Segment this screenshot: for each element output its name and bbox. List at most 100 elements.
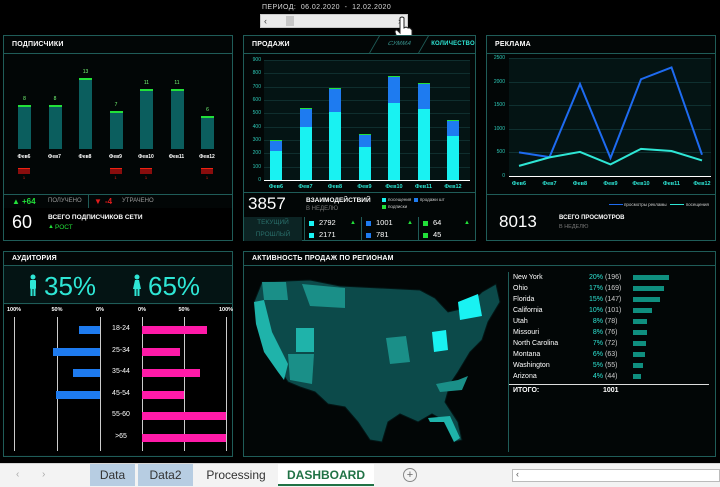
state-north-carolina xyxy=(436,376,468,392)
female-percent: 65% xyxy=(148,271,201,301)
received-value: +64 xyxy=(22,197,36,206)
axis-tick: 50% xyxy=(51,307,63,313)
state-utah xyxy=(296,328,314,352)
x-label: Фев7 xyxy=(298,184,313,190)
x-label: Фев10 xyxy=(385,184,403,190)
received-label: ПОЛУЧЕНО xyxy=(48,198,82,204)
axis-tick: 100% xyxy=(218,307,234,313)
scroll-left-arrow-icon[interactable]: ‹ xyxy=(264,16,267,26)
x-label: Фев10 xyxy=(632,181,650,187)
bar-value: 8 xyxy=(53,96,57,102)
sheet-tab-dashboard[interactable]: DASHBOARD xyxy=(278,464,374,486)
axis-tick: 50% xyxy=(178,307,190,313)
subscribers-title: ПОДПИСЧИКИ xyxy=(4,36,232,54)
subscribers-total-row: 60 ВСЕГО ПОДПИСЧИКОВ СЕТИ ▲ РОСТ xyxy=(4,208,232,240)
tab-sum[interactable]: СУММА xyxy=(369,36,429,53)
scroll-left-icon[interactable]: ‹ xyxy=(516,469,519,479)
sales-bar-segment xyxy=(388,76,400,104)
x-label: Фев10 xyxy=(138,154,154,160)
lost-bar xyxy=(140,168,152,174)
next-sheet-arrow-icon[interactable]: › xyxy=(42,469,46,480)
lost-bar xyxy=(18,168,30,174)
period-scrollbar[interactable]: ‹ › xyxy=(260,14,408,28)
age-group-label: 45-54 xyxy=(112,389,130,397)
y-tick: 700 xyxy=(252,83,261,90)
subscribers-bar xyxy=(140,88,153,149)
sales-bar-segment xyxy=(329,112,341,180)
sheet-tab-processing[interactable]: Processing xyxy=(206,468,266,482)
scroll-thumb[interactable] xyxy=(286,16,294,26)
current-value: 2792 ▲ xyxy=(304,217,359,229)
age-group-label: 55-60 xyxy=(112,411,130,418)
sales-total-label: ВЗАИМОДЕЙСТВИЙ xyxy=(306,197,371,204)
lost-value: 1 xyxy=(205,175,209,180)
state-missouri xyxy=(386,336,410,364)
subscribers-bar xyxy=(18,105,31,149)
add-sheet-button[interactable]: + xyxy=(403,468,417,482)
x-label: Фев7 xyxy=(542,181,557,187)
subscribers-total: 60 xyxy=(12,212,33,232)
x-label: Фев12 xyxy=(693,181,711,187)
axis-tick: 0% xyxy=(138,307,146,313)
male-icon xyxy=(30,274,36,296)
y-tick: 1000 xyxy=(493,125,505,132)
male-bar xyxy=(73,369,100,377)
bar-value: 11 xyxy=(143,79,150,86)
sales-panel: ПРОДАЖИ СУММА КОЛИЧЕСТВО 900 800 700 600 500… xyxy=(243,35,476,241)
y-tick: 600 xyxy=(252,97,261,103)
state-montana xyxy=(302,284,345,308)
sales-bar-segment xyxy=(447,120,459,136)
region-row: New York 20% (196) xyxy=(509,272,719,283)
bar-value: 7 xyxy=(114,101,118,108)
sales-legend: посещения продажи шт подписки xyxy=(382,196,445,210)
sales-bar-segment xyxy=(388,103,400,180)
sales-chart: 900 800 700 600 500 400 300 200 100 0 Фев6 Фев7 Фев8… xyxy=(244,54,475,194)
male-percent: 35% xyxy=(44,271,97,301)
subscribers-bar xyxy=(48,105,62,149)
ads-total-label: ВСЕГО ПРОСМОТРОВ xyxy=(559,215,625,221)
y-tick: 400 xyxy=(252,123,261,130)
sales-bar-segment xyxy=(358,147,371,180)
region-row: California 10% (101) xyxy=(509,305,719,316)
sales-bar-segment xyxy=(270,140,282,152)
y-tick: 800 xyxy=(252,70,261,77)
sales-bar-segment xyxy=(299,108,312,128)
female-bar xyxy=(142,347,180,356)
female-icon xyxy=(133,274,141,296)
female-bar xyxy=(142,390,184,399)
previous-value: 45 xyxy=(418,229,473,241)
bar-value: 8 xyxy=(23,96,26,102)
subscribers-change-row: ▲ +64 ПОЛУЧЕНО ▼ -4 УТРАЧЕНО xyxy=(4,194,232,209)
ads-summary: просмотры рекламы посещения 8013 ВСЕГО П… xyxy=(487,194,715,240)
x-label: Фев9 xyxy=(109,154,122,160)
ads-total-sub: В НЕДЕЛЮ xyxy=(559,224,589,230)
lost-value: 1 xyxy=(144,175,148,180)
x-label: Фев6 xyxy=(511,181,527,187)
usa-map xyxy=(253,279,501,443)
bar-value: 13 xyxy=(82,68,89,75)
x-label: Фев6 xyxy=(268,184,284,190)
sales-bar-segment xyxy=(417,83,430,110)
subscribers-bar xyxy=(170,88,184,149)
axis-tick: 0% xyxy=(96,307,104,313)
x-label: Фев8 xyxy=(572,181,588,187)
audience-panel: АУДИТОРИЯ 35% 65% 100% 50% 0% 0% 50% 100% 18-2… xyxy=(3,251,233,457)
x-label: Фев11 xyxy=(415,184,432,190)
y-tick: 500 xyxy=(252,110,261,117)
tab-quantity[interactable]: КОЛИЧЕСТВО xyxy=(431,41,475,47)
previous-value: 2171 xyxy=(304,229,359,241)
region-row: North Carolina 7% (72) xyxy=(509,338,719,349)
sheet-tab-data2[interactable]: Data2 xyxy=(138,464,193,486)
horizontal-scrollbar[interactable]: ‹ xyxy=(512,469,720,482)
y-tick: 0 xyxy=(502,173,505,179)
regions-panel: АКТИВНОСТЬ ПРОДАЖ ПО РЕГИОНАМ New York 20… xyxy=(243,251,716,457)
ads-total: 8013 xyxy=(499,212,537,231)
sheet-tab-data[interactable]: Data xyxy=(90,464,135,486)
prev-sheet-arrow-icon[interactable]: ‹ xyxy=(16,469,20,480)
regions-total-label: ИТОГО: xyxy=(513,387,540,394)
regions-total: 1001 xyxy=(603,387,619,394)
region-row: Ohio 17% (169) xyxy=(509,283,719,294)
sales-compare-table: ТЕКУЩИЙ ПРОШЛЫЙ 2792 ▲ 2171 1001 ▲ 781 64 ▲ 45 xyxy=(244,217,475,241)
sales-bar-segment xyxy=(358,134,371,148)
